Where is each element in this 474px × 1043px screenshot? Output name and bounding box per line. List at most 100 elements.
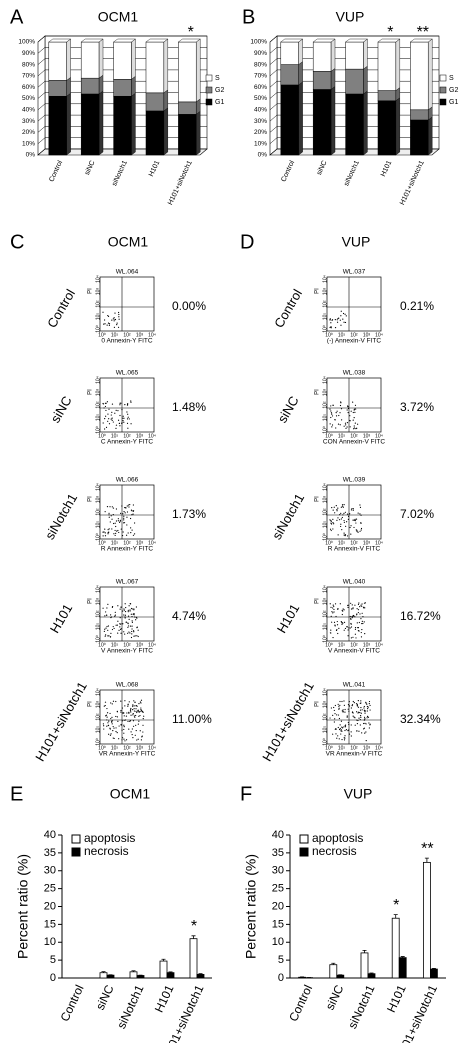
event-dot	[344, 729, 346, 732]
event-dot	[133, 533, 136, 535]
row-label: H101	[47, 601, 76, 635]
event-dot	[360, 529, 362, 531]
bar-side	[363, 65, 368, 95]
event-dot	[330, 707, 332, 709]
event-dot	[128, 618, 130, 620]
y-tick-label: 30%	[254, 118, 267, 125]
event-dot	[338, 707, 340, 709]
event-dot	[354, 411, 356, 413]
event-dot	[137, 738, 139, 740]
error-bar	[198, 973, 203, 975]
event-dot	[132, 504, 134, 506]
event-dot	[112, 725, 114, 728]
event-dot	[120, 606, 122, 608]
event-dot	[108, 324, 110, 326]
y-tick-label: 25	[272, 883, 284, 895]
event-dot	[121, 720, 123, 722]
axis-decade: 10¹	[95, 623, 101, 631]
error-bar	[369, 972, 374, 974]
event-dot	[340, 315, 342, 317]
axis-decade: 10²	[123, 332, 131, 338]
x-tick-label: siNotch1	[345, 982, 378, 1031]
event-dot	[127, 416, 129, 418]
event-dot	[340, 729, 342, 731]
event-dot	[343, 534, 345, 536]
x-axis-title: (-) Annexin-V FITC	[327, 338, 381, 345]
event-dot	[357, 609, 360, 611]
event-dot	[132, 709, 134, 711]
event-dot	[342, 318, 344, 320]
event-dot	[363, 716, 366, 718]
event-dot	[346, 409, 348, 411]
event-dot	[109, 506, 111, 508]
axis-decade: 10²	[322, 713, 328, 721]
event-dot	[348, 627, 350, 629]
axis-decade: 10⁰	[325, 642, 333, 648]
event-dot	[103, 728, 105, 730]
axis-decade: 10²	[123, 433, 131, 439]
event-dot	[338, 705, 340, 707]
significance-mark: *	[393, 897, 399, 914]
event-dot	[338, 738, 340, 740]
event-dot	[102, 607, 104, 609]
event-dot	[357, 512, 359, 514]
y-tick-label: 90%	[254, 50, 267, 57]
event-dot	[332, 607, 334, 609]
y-axis-title: PI	[88, 288, 94, 294]
event-dot	[352, 401, 354, 403]
bar-top	[112, 38, 137, 43]
event-dot	[118, 313, 120, 316]
event-dot	[341, 700, 343, 703]
event-dot	[349, 526, 351, 529]
event-dot	[332, 528, 334, 530]
bar-top	[344, 38, 369, 43]
axis-decade: 10¹	[95, 521, 101, 529]
event-dot	[138, 711, 140, 713]
event-dot	[330, 412, 333, 414]
event-dot	[344, 735, 346, 737]
axis-decade: 10³	[322, 701, 328, 709]
event-dot	[113, 326, 115, 328]
axis-decade: 10²	[123, 642, 131, 648]
x-tick-label: siNotch1	[343, 160, 361, 188]
event-dot	[360, 631, 362, 634]
event-dot	[131, 625, 133, 627]
axis-decade: 10⁰	[325, 745, 333, 751]
event-dot	[110, 717, 112, 720]
event-dot	[344, 724, 347, 726]
event-dot	[349, 415, 351, 417]
panel-label: D	[240, 231, 254, 253]
event-dot	[333, 608, 335, 611]
event-dot	[332, 404, 334, 407]
event-dot	[103, 319, 106, 321]
axis-decade: 10⁰	[98, 745, 106, 751]
event-dot	[359, 718, 361, 721]
event-dot	[356, 613, 358, 615]
event-dot	[340, 523, 342, 525]
event-dot	[136, 705, 138, 707]
y-tick-label: 80%	[22, 61, 35, 68]
event-dot	[127, 403, 129, 405]
sample-id: WL.068	[116, 682, 139, 689]
event-dot	[123, 726, 125, 728]
row-label: siNotch1	[42, 491, 80, 542]
event-dot	[356, 427, 358, 429]
bar-top	[377, 38, 401, 43]
event-dot	[113, 727, 115, 729]
x-axis-title: R Annexin-V FITC	[328, 546, 381, 553]
event-dot	[139, 710, 141, 713]
axis-decade: 10³	[95, 496, 101, 504]
event-dot	[366, 703, 368, 705]
legend-swatch	[205, 98, 213, 106]
event-dot	[121, 623, 123, 625]
y-tick-label: 60%	[254, 84, 267, 91]
event-dot	[115, 700, 117, 703]
y-tick-label: 30	[44, 865, 56, 877]
bar	[367, 973, 376, 979]
event-dot	[330, 522, 332, 524]
event-dot	[141, 711, 144, 713]
event-dot	[346, 535, 349, 537]
event-dot	[111, 403, 114, 405]
event-dot	[360, 522, 362, 524]
event-dot	[358, 630, 360, 632]
